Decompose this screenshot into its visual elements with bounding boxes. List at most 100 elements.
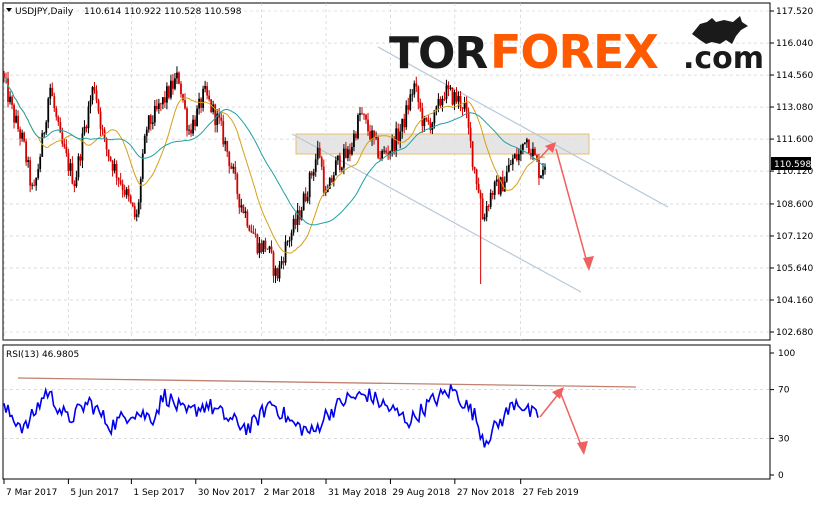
candle-body <box>83 126 86 134</box>
candle-body <box>471 141 474 167</box>
price-tick-label: 102.680 <box>776 328 813 338</box>
candle-body <box>538 159 540 179</box>
time-tick-label: 31 May 2018 <box>328 488 387 498</box>
candle-body <box>479 192 482 199</box>
candle-body <box>453 92 456 105</box>
candle-body <box>67 153 70 171</box>
candle-body <box>355 133 357 139</box>
candle-body <box>483 217 486 220</box>
ma-fast-line <box>3 77 546 254</box>
forecast-arrows-main <box>539 142 594 271</box>
channel-upper-line <box>377 46 669 208</box>
candle-body <box>525 139 528 143</box>
candle-body <box>236 173 239 194</box>
candle-body <box>473 166 476 170</box>
candle-body <box>9 96 11 102</box>
forecast-arrow-down <box>555 148 589 267</box>
time-axis: 7 Mar 2017 5 Jun 2017 1 Sep 2017 30 Nov 201… <box>3 479 579 498</box>
candle-body <box>391 138 394 152</box>
bull-icon <box>692 16 748 44</box>
candle-body <box>544 166 546 170</box>
candle-body <box>95 90 98 101</box>
candle-body <box>405 105 408 128</box>
candle-body <box>530 152 532 157</box>
candle-body <box>515 154 518 161</box>
candle-body <box>407 105 410 110</box>
candle-body <box>357 115 359 139</box>
price-tick-label: 110.120 <box>776 167 813 177</box>
candle-body <box>455 92 458 102</box>
candle-body <box>477 184 480 193</box>
candle-body <box>220 117 223 121</box>
time-tick-label: 30 Nov 2017 <box>198 488 256 498</box>
candle-body <box>13 104 15 123</box>
candle-body <box>272 252 275 276</box>
rsi-arrow-down <box>560 393 584 451</box>
candle-body <box>344 148 347 158</box>
candle-body <box>332 175 335 183</box>
candle-body <box>493 181 496 195</box>
candle-body <box>397 128 400 141</box>
candle-body <box>19 129 21 139</box>
candle-body <box>192 119 194 134</box>
candle-body <box>296 210 299 225</box>
candle-body <box>254 233 257 235</box>
candle-body <box>441 98 444 106</box>
candle-body <box>439 98 442 106</box>
candle-body <box>49 87 52 99</box>
candle-body <box>133 206 136 217</box>
candle-body <box>228 151 231 167</box>
candle-body <box>340 167 343 170</box>
candle-body <box>451 87 454 105</box>
candle-body <box>75 177 78 187</box>
candle-body <box>399 131 402 141</box>
candle-body <box>176 72 178 79</box>
rsi-panel <box>2 344 771 480</box>
candle-body <box>188 129 190 131</box>
candle-body <box>208 95 211 100</box>
candle-body <box>491 192 494 195</box>
candle-body <box>292 218 295 233</box>
candle-body <box>43 132 46 134</box>
candle-body <box>536 155 538 160</box>
candle-body <box>308 172 311 198</box>
candle-body <box>513 154 516 159</box>
candle-body <box>369 131 371 140</box>
candle-body <box>274 268 277 276</box>
candle-body <box>25 141 28 163</box>
forecast-arrows-rsi <box>539 387 588 455</box>
candle-body <box>246 211 249 227</box>
candle-body <box>170 80 172 98</box>
candle-body <box>330 178 333 183</box>
candle-body <box>306 197 309 202</box>
candle-body <box>168 86 170 98</box>
candle-body <box>403 118 406 128</box>
time-tick-label: 27 Feb 2019 <box>523 488 579 498</box>
candle-body <box>381 150 383 159</box>
candle-body <box>115 163 118 178</box>
candle-body <box>280 261 283 265</box>
candle-body <box>153 105 156 123</box>
candle-body <box>286 241 289 243</box>
candle-body <box>449 87 452 89</box>
candle-body <box>540 175 542 179</box>
price-axis: 117.520 116.040 114.560 113.080 111.600 110.1… <box>770 7 813 338</box>
candle-body <box>326 188 329 193</box>
candle-body <box>312 171 315 176</box>
candle-body <box>523 142 526 144</box>
candle-body <box>91 87 94 101</box>
candle-body <box>304 193 307 202</box>
candle-body <box>268 246 271 250</box>
ma-slow-line <box>3 77 546 226</box>
candle-body <box>475 169 478 185</box>
candle-body <box>497 179 500 195</box>
logo-text-com: .com <box>683 41 764 76</box>
candle-body <box>465 102 468 112</box>
candle-body <box>200 98 202 108</box>
candle-body <box>250 230 253 233</box>
candle-body <box>240 205 243 208</box>
rsi-tick-label: 30 <box>778 434 790 444</box>
rsi-tick-label: 70 <box>778 386 790 396</box>
candle-body <box>73 183 76 187</box>
